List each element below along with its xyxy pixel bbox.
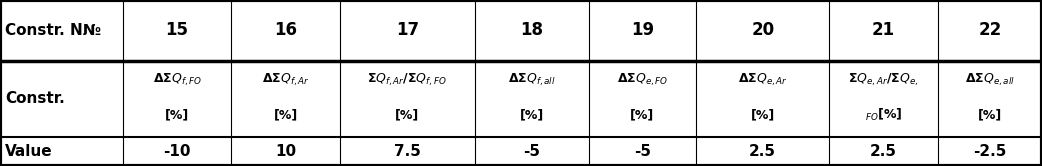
Text: 21: 21 [872,21,895,39]
Text: -5: -5 [634,144,651,159]
Text: 15: 15 [166,21,189,39]
Text: [%]: [%] [750,108,775,121]
Text: $\mathbf{\Delta\Sigma}$$\boldsymbol{Q_{f,Ar}}$: $\mathbf{\Delta\Sigma}$$\boldsymbol{Q_{f… [262,72,309,88]
Text: 20: 20 [751,21,774,39]
Text: $\mathbf{\Sigma}$$\boldsymbol{Q_{f,Ar}}$$\mathbf{/\Sigma}$$\boldsymbol{Q_{f,FO}}: $\mathbf{\Sigma}$$\boldsymbol{Q_{f,Ar}}$… [368,72,447,88]
Text: 10: 10 [275,144,296,159]
Text: $\boldsymbol{_{FO}}$[%]: $\boldsymbol{_{FO}}$[%] [865,107,902,123]
Text: [%]: [%] [165,108,190,121]
Text: -5: -5 [523,144,541,159]
Text: $\mathbf{\Delta\Sigma}$$\boldsymbol{Q_{e,FO}}$: $\mathbf{\Delta\Sigma}$$\boldsymbol{Q_{e… [617,72,668,88]
Text: [%]: [%] [977,108,1002,121]
Text: Constr.: Constr. [5,91,65,106]
Text: [%]: [%] [520,108,544,121]
Text: 19: 19 [630,21,654,39]
Text: 2.5: 2.5 [749,144,776,159]
Text: 22: 22 [978,21,1001,39]
Text: [%]: [%] [630,108,654,121]
Text: $\mathbf{\Delta\Sigma}$$\boldsymbol{Q_{f,FO}}$: $\mathbf{\Delta\Sigma}$$\boldsymbol{Q_{f… [152,72,202,88]
Text: $\mathbf{\Delta\Sigma}$$\boldsymbol{Q_{e,all}}$: $\mathbf{\Delta\Sigma}$$\boldsymbol{Q_{e… [965,72,1015,88]
Text: Value: Value [5,144,53,159]
Text: -2.5: -2.5 [973,144,1007,159]
Text: -10: -10 [164,144,191,159]
Text: 17: 17 [396,21,419,39]
Text: $\mathbf{\Delta\Sigma}$$\boldsymbol{Q_{e,Ar}}$: $\mathbf{\Delta\Sigma}$$\boldsymbol{Q_{e… [738,72,788,88]
Text: 16: 16 [274,21,297,39]
Text: $\mathbf{\Delta\Sigma}$$\boldsymbol{Q_{f,all}}$: $\mathbf{\Delta\Sigma}$$\boldsymbol{Q_{f… [508,72,555,88]
Text: 18: 18 [520,21,544,39]
Text: 7.5: 7.5 [394,144,421,159]
Text: [%]: [%] [273,108,298,121]
Text: Constr. N№: Constr. N№ [5,23,101,38]
Text: [%]: [%] [395,108,420,121]
Text: $\mathbf{\Sigma}$$\boldsymbol{Q_{e,Ar}}$$\mathbf{/\Sigma}$$\boldsymbol{Q_{e,}}$: $\mathbf{\Sigma}$$\boldsymbol{Q_{e,Ar}}$… [848,72,919,88]
Text: 2.5: 2.5 [870,144,897,159]
